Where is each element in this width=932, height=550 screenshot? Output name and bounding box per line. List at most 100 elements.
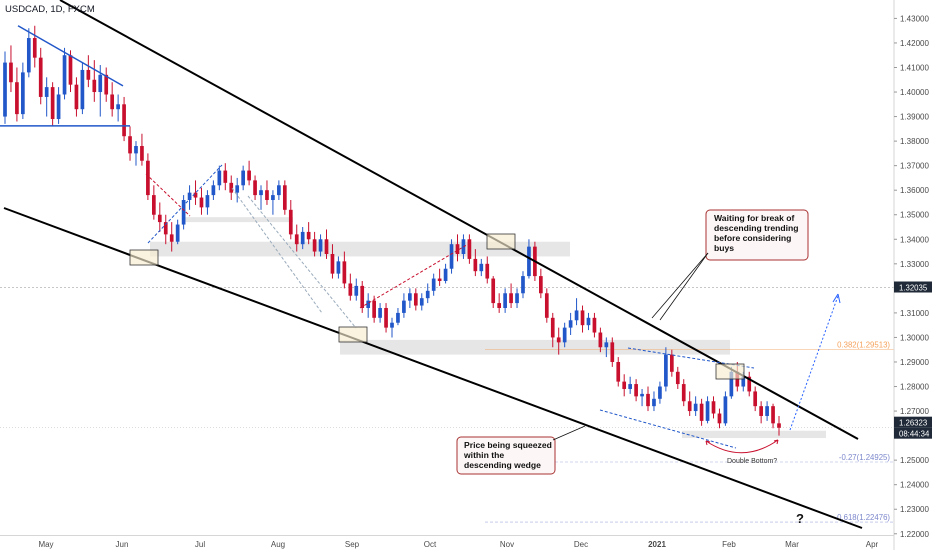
candle-body <box>765 406 769 416</box>
x-tick-label: Oct <box>424 540 437 549</box>
dashed-channel-line <box>231 187 323 314</box>
y-tick-label: 1.36000 <box>900 186 929 195</box>
waiting-note-line: Waiting for break of <box>714 213 795 223</box>
candle-body <box>723 396 728 424</box>
candle-body <box>717 413 722 424</box>
candle-body <box>550 317 555 338</box>
y-tick-label: 1.43000 <box>900 14 929 23</box>
candle-body <box>175 224 180 242</box>
double-bottom-curve <box>705 439 779 454</box>
double-bottom-label: Double Bottom? <box>727 458 777 465</box>
candle-body <box>169 234 174 242</box>
x-tick-label: Mar <box>785 540 799 549</box>
candle-body <box>705 401 710 421</box>
candle-body <box>628 384 632 389</box>
y-tick-label: 1.23000 <box>900 505 929 514</box>
double-bottom-arrow-right <box>773 439 779 445</box>
fib-label: 0.382(1.29513) <box>837 340 890 349</box>
candle-body <box>658 386 662 399</box>
candle-body <box>217 170 222 186</box>
candle-body <box>38 57 43 97</box>
candle-body <box>652 398 656 407</box>
price-tag-box <box>894 281 932 293</box>
candle-body <box>300 231 305 245</box>
candle-body <box>74 84 79 110</box>
y-tick-label: 1.34000 <box>900 235 929 244</box>
dashed-channel-line <box>247 195 357 329</box>
candle-body <box>413 293 418 306</box>
candle-body <box>425 290 430 299</box>
waiting-note-box <box>705 209 809 261</box>
candle-body <box>277 185 281 196</box>
x-tick-label: Nov <box>500 540 514 549</box>
candle-body <box>366 300 371 308</box>
candle-body <box>229 182 234 193</box>
candle-body <box>485 263 490 279</box>
x-tick-label: Sep <box>345 540 360 549</box>
candle-body <box>92 79 97 93</box>
x-tick-label: 2021 <box>648 540 666 549</box>
candle-body <box>771 406 775 424</box>
candle-body <box>390 322 394 328</box>
candle-body <box>282 185 287 210</box>
touch-box <box>715 363 745 380</box>
candle-body <box>32 38 37 58</box>
y-axis[interactable]: 1.43000 1.42000 1.41000 1.40000 1.39000 1.380… <box>893 0 932 550</box>
price-tag-label: 1.32035 <box>899 284 928 293</box>
y-tick-label: 1.42000 <box>900 39 929 48</box>
candle-body <box>419 298 424 306</box>
candle-body <box>205 195 210 208</box>
candle-body <box>640 393 644 397</box>
supply-demand-zone <box>340 339 730 355</box>
squeeze-note-pointer <box>552 425 586 441</box>
candle-body <box>574 310 579 321</box>
candle-body <box>497 303 502 308</box>
candle-body <box>431 278 436 291</box>
candle-body <box>479 263 484 272</box>
candle-body <box>50 87 55 120</box>
y-tick-label: 1.30000 <box>900 333 929 342</box>
candle-body <box>15 82 19 115</box>
touch-box <box>486 233 516 250</box>
candle-body <box>586 317 591 326</box>
waiting-note-line: descending trending <box>714 223 799 233</box>
fib-label: -0.27(1.24925) <box>839 453 891 462</box>
resistance-line <box>17 25 124 87</box>
candle-body <box>199 197 204 208</box>
candle-body <box>711 401 716 414</box>
chart-title: USDCAD, 1D, FXCM <box>5 4 95 15</box>
candle-body <box>62 55 67 95</box>
candle-body <box>372 300 376 318</box>
y-tick-label: 1.22000 <box>900 530 929 539</box>
trendlines-layer <box>0 0 863 529</box>
candle-body <box>443 268 448 281</box>
x-tick-label: Dec <box>574 540 588 549</box>
y-tick-label: 1.39000 <box>900 113 929 122</box>
candle-body <box>68 55 73 85</box>
question-mark: ? <box>796 511 804 526</box>
candle-body <box>646 393 650 407</box>
squeeze-note-line: descending wedge <box>464 460 541 470</box>
candle-body <box>259 190 263 196</box>
candle-body <box>378 307 382 318</box>
waiting-note-pointer <box>651 252 709 319</box>
candle-body <box>253 180 257 196</box>
candle-body <box>98 74 103 93</box>
candle-body <box>306 231 311 240</box>
candle-body <box>693 403 698 412</box>
y-tick-label: 1.31000 <box>900 309 929 318</box>
candle-body <box>539 276 543 294</box>
candle-body <box>491 278 496 304</box>
candle-body <box>80 69 85 110</box>
candle-body <box>223 170 228 183</box>
candle-body <box>181 200 186 225</box>
x-axis[interactable]: May Jun Jul Aug Sep Oct Nov Dec 2021 Feb Mar Apr <box>0 535 894 550</box>
candle-body <box>515 293 519 304</box>
candle-body <box>104 74 109 95</box>
candle-body <box>527 246 531 277</box>
candle-body <box>396 312 400 323</box>
candle-body <box>384 307 388 328</box>
dashed-channel-line <box>147 164 223 244</box>
